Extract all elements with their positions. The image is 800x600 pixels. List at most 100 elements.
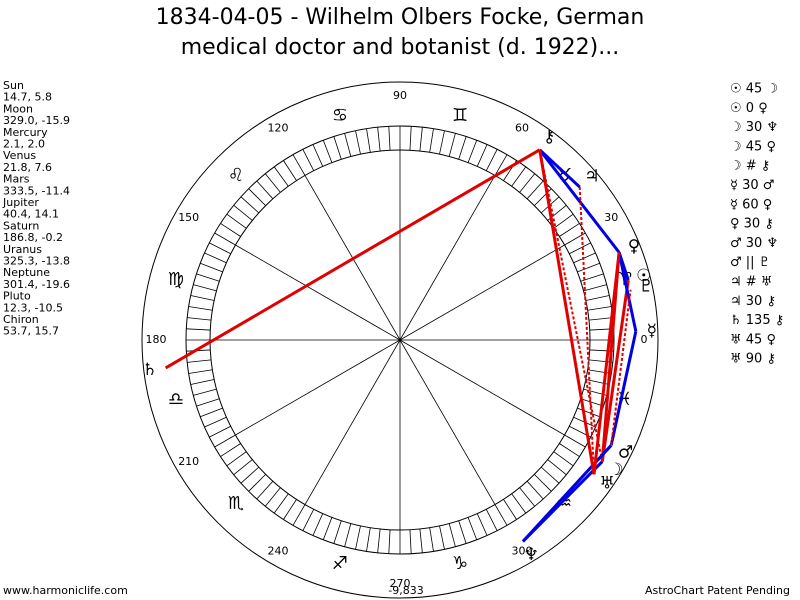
ring-tick — [220, 223, 241, 237]
degree-label: 30 — [604, 211, 618, 224]
sign-glyph: ♌ — [228, 165, 244, 186]
ring-tick — [429, 128, 434, 153]
ring-tick — [265, 173, 281, 193]
ring-tick — [366, 527, 371, 552]
footer-right: AstroChart Patent Pending — [645, 584, 790, 597]
planet-glyph: ♂ — [618, 442, 633, 462]
planet-name: Pluto — [3, 290, 31, 303]
aspect-entry: ☽ # ⚷ — [730, 159, 770, 174]
planet-position: 301.4, -19.6 — [3, 278, 70, 291]
degree-label: 90 — [393, 89, 407, 102]
ring-tick — [494, 504, 508, 526]
spoke — [399, 244, 565, 341]
aspect-entry: ☽ 45 ♀ — [730, 139, 776, 154]
ring-tick — [564, 232, 586, 246]
ring-tick — [573, 252, 596, 264]
ring-tick — [283, 160, 297, 181]
planet-position: 329.0, -15.9 — [3, 114, 70, 127]
ring-tick — [273, 493, 289, 514]
degree-label: 300 — [512, 544, 533, 557]
aspect-line — [578, 186, 596, 475]
footer-center: -9,833 — [388, 584, 423, 597]
sign-glyph: ♐ — [332, 553, 348, 574]
degree-label: 270 — [390, 577, 411, 590]
planet-position: 40.4, 14.1 — [3, 208, 59, 221]
footer-left: www.harmoniclife.com — [3, 584, 128, 597]
ring-tick — [511, 166, 527, 187]
aspect-entry: ♃ 30 ⚷ — [730, 294, 776, 309]
aspect-line — [538, 149, 596, 475]
ring-tick — [388, 529, 391, 554]
degree-label: 60 — [515, 122, 529, 135]
planet-position: 333.5, -11.4 — [3, 184, 70, 197]
planet-name: Uranus — [3, 243, 42, 256]
planet-glyph: ♃ — [584, 167, 599, 187]
aspect-line — [592, 252, 621, 475]
ring-tick — [333, 520, 342, 544]
aspect-entry: ☿ 30 ♂ — [730, 178, 774, 193]
ring-tick — [186, 328, 211, 331]
aspect-entry: ☿ 60 ♀ — [730, 197, 772, 212]
planet-glyph: ♄ — [142, 360, 157, 380]
planet-position: 325.3, -13.8 — [3, 255, 70, 268]
aspect-entry: ♅ 45 ♀ — [730, 332, 776, 347]
ring-tick — [553, 213, 574, 229]
ring-tick — [302, 509, 315, 531]
degree-label: 0 — [641, 333, 648, 346]
planet-position: 53.7, 15.7 — [3, 325, 59, 338]
ring-tick — [583, 284, 607, 292]
ring-tick — [188, 306, 213, 311]
ring-tick — [312, 513, 324, 536]
sign-glyph: ♒ — [556, 493, 572, 514]
sign-glyph: ♊ — [452, 105, 468, 126]
ring-tick — [188, 369, 213, 374]
ring-tick — [196, 273, 220, 282]
degree-label: 150 — [178, 211, 199, 224]
ring-tick — [587, 306, 612, 311]
ring-tick — [273, 166, 289, 187]
aspect-line — [610, 289, 632, 446]
ring-tick — [196, 398, 220, 407]
aspect-entry: ☉ 0 ♀ — [730, 101, 768, 116]
aspect-entry: ☽ 30 ♆ — [730, 120, 778, 135]
ring-tick — [580, 273, 604, 282]
ring-tick — [467, 140, 478, 163]
ring-tick — [209, 425, 231, 438]
ring-tick — [485, 509, 498, 531]
ring-tick — [193, 284, 217, 292]
ring-tick — [503, 499, 517, 520]
ring-tick — [312, 144, 324, 167]
ring-tick — [540, 466, 560, 484]
planet-glyph: ♅ — [600, 473, 615, 493]
planet-name: Saturn — [3, 219, 39, 232]
planet-name: Sun — [3, 79, 24, 92]
ring-tick — [226, 451, 247, 467]
aspect-entry: ♃ # ♅ — [730, 275, 772, 290]
ring-tick — [564, 434, 586, 448]
ring-tick — [204, 252, 227, 264]
sign-glyph: ♏ — [228, 493, 244, 514]
ring-tick — [409, 126, 412, 151]
ring-tick — [494, 154, 508, 176]
ring-tick — [526, 180, 544, 200]
aspect-entry: ♀ 30 ⚷ — [730, 217, 774, 232]
aspect-entry: ♂ || ♇ — [730, 255, 770, 270]
aspect-line — [600, 279, 630, 462]
ring-tick — [248, 188, 266, 206]
planet-glyph: ⚷ — [543, 127, 555, 147]
planet-position: 14.7, 5.8 — [3, 91, 52, 104]
ring-tick — [233, 205, 253, 221]
ring-tick — [190, 379, 215, 385]
ring-tick — [226, 213, 247, 229]
ring-tick — [388, 126, 391, 151]
ring-tick — [220, 443, 241, 457]
outer-circle — [141, 81, 659, 599]
ring-tick — [559, 223, 580, 237]
ring-tick — [559, 443, 580, 457]
ring-tick — [355, 525, 361, 550]
spoke — [304, 339, 401, 505]
ring-tick — [547, 459, 567, 475]
sign-glyph: ♎ — [168, 389, 184, 410]
planet-position: 12.3, -10.5 — [3, 301, 63, 314]
